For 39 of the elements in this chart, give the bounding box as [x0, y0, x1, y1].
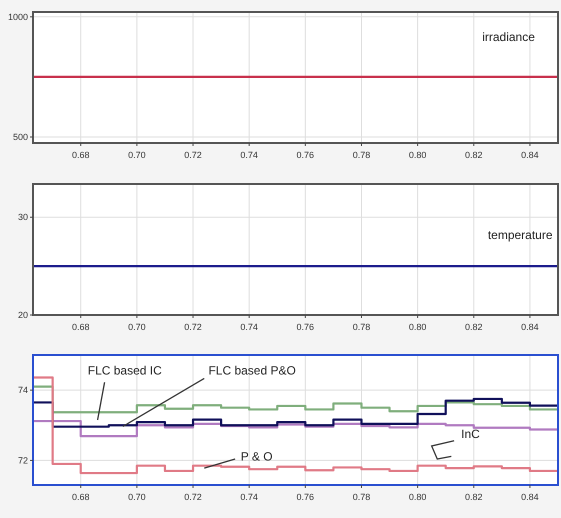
- x-tick-label: 0.76: [296, 150, 314, 160]
- x-tick-label: 0.70: [128, 150, 146, 160]
- x-tick-label: 0.72: [184, 322, 202, 332]
- x-tick-label: 0.78: [352, 492, 370, 502]
- x-tick-label: 0.80: [408, 492, 426, 502]
- x-tick-label: 0.74: [240, 322, 258, 332]
- y-tick-label: 72: [18, 455, 28, 466]
- x-tick-label: 0.84: [521, 322, 539, 332]
- y-tick-label: 1000: [8, 12, 28, 22]
- text: temperature: [488, 228, 553, 242]
- text: FLC based P&O: [208, 364, 296, 378]
- y-tick-label: 74: [18, 385, 28, 396]
- x-tick-label: 0.76: [296, 492, 314, 502]
- x-tick-label: 0.82: [465, 492, 483, 502]
- x-tick-label: 0.68: [72, 150, 90, 160]
- x-tick-label: 0.70: [128, 322, 146, 332]
- x-tick-label: 0.72: [184, 150, 202, 160]
- text: irradiance: [482, 30, 536, 44]
- x-tick-label: 0.78: [352, 150, 370, 160]
- text: FLC based IC: [88, 364, 162, 378]
- x-tick-label: 0.80: [408, 150, 426, 160]
- y-tick-label: 30: [18, 212, 28, 222]
- x-tick-label: 0.80: [408, 322, 426, 332]
- x-tick-label: 0.70: [128, 492, 146, 502]
- x-tick-label: 0.82: [465, 322, 483, 332]
- x-tick-label: 0.74: [240, 150, 258, 160]
- x-tick-label: 0.82: [465, 150, 483, 160]
- x-tick-label: 0.72: [184, 492, 202, 502]
- y-tick-label: 20: [18, 310, 28, 320]
- y-tick-label: 500: [12, 132, 28, 142]
- x-tick-label: 0.68: [72, 322, 90, 332]
- x-tick-label: 0.76: [296, 322, 314, 332]
- series-label: P & O: [240, 449, 273, 464]
- x-tick-label: 0.74: [240, 492, 258, 502]
- x-tick-label: 0.68: [72, 492, 90, 502]
- x-tick-label: 0.84: [521, 492, 539, 502]
- x-tick-label: 0.84: [521, 150, 539, 160]
- series-label: InC: [461, 427, 480, 442]
- x-tick-label: 0.78: [352, 322, 370, 332]
